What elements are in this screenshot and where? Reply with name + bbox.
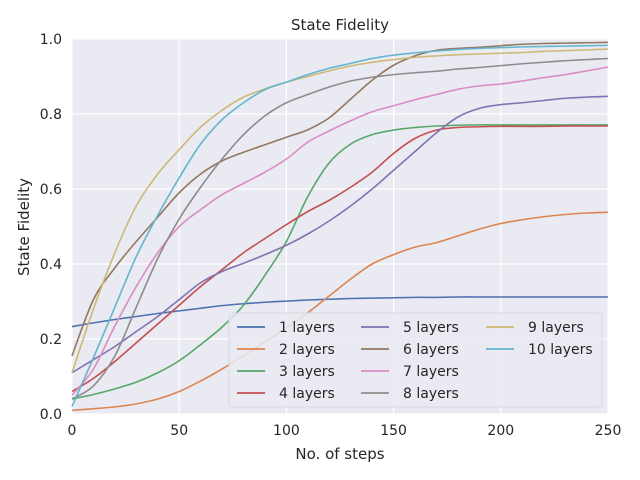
series-line-6	[71, 41, 609, 357]
tick-labels: 0 50 100 150 200 250 0.0 0.2 0.4 0.6 0.8 1.0	[40, 32, 622, 439]
legend-label: 6 layers	[403, 342, 459, 358]
y-tick-label: 0.8	[40, 107, 62, 123]
legend-label: 8 layers	[403, 386, 459, 402]
series-line-2	[71, 211, 609, 412]
legend-label: 2 layers	[279, 342, 335, 358]
series-line-3	[71, 124, 608, 400]
y-tick-label: 0.6	[40, 182, 62, 198]
x-tick-label: 250	[595, 423, 622, 439]
y-tick-label: 0.4	[40, 257, 62, 273]
series-line-4	[71, 125, 608, 393]
legend-label: 3 layers	[279, 364, 335, 380]
x-tick-label: 200	[487, 423, 514, 439]
legend-label: 9 layers	[528, 320, 584, 336]
series-line-5	[71, 95, 609, 374]
legend: 1 layers 2 layers 3 layers 4 layers 5 layers…	[228, 312, 603, 408]
y-tick-label: 1.0	[40, 32, 62, 48]
legend-label: 1 layers	[279, 320, 335, 336]
chart-title: State Fidelity	[291, 16, 389, 34]
legend-label: 7 layers	[403, 364, 459, 380]
y-tick-label: 0.0	[40, 407, 62, 423]
y-axis-title: State Fidelity	[15, 178, 33, 276]
y-tick-label: 0.2	[40, 332, 62, 348]
legend-label: 5 layers	[403, 320, 459, 336]
x-tick-label: 50	[170, 423, 188, 439]
x-axis-title: No. of steps	[295, 445, 384, 463]
legend-box	[228, 312, 603, 408]
series-line-9	[71, 48, 609, 374]
series-line-7	[71, 66, 609, 396]
x-tick-label: 150	[380, 423, 407, 439]
series-line-1	[71, 296, 608, 328]
series-line-8	[71, 57, 609, 400]
legend-label: 4 layers	[279, 386, 335, 402]
legend-label: 10 layers	[528, 342, 593, 358]
x-tick-label: 0	[68, 423, 77, 439]
x-tick-label: 100	[273, 423, 300, 439]
series-line-10	[71, 44, 609, 407]
series-lines	[71, 41, 609, 412]
